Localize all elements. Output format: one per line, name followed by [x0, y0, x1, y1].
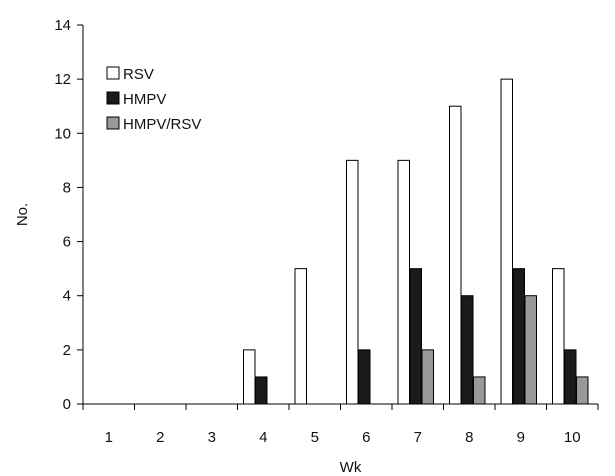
bar-rsv — [294, 268, 307, 405]
x-tick-label: 7 — [414, 429, 422, 446]
y-tick-label: 0 — [63, 396, 71, 413]
legend-swatch — [106, 66, 120, 80]
bar-rsv — [346, 159, 359, 405]
bar-hmpv-rsv — [576, 376, 589, 405]
bar-hmpv — [461, 295, 474, 405]
bar-hmpv-rsv — [473, 376, 486, 405]
legend-swatch — [106, 116, 120, 130]
y-tick-label: 14 — [54, 17, 71, 34]
x-tick-label: 3 — [208, 429, 216, 446]
bar-rsv — [500, 78, 513, 405]
y-tick-label: 8 — [63, 179, 71, 196]
bar-hmpv — [255, 376, 268, 405]
x-tick-label: 10 — [564, 429, 581, 446]
y-axis-ticks: 0 2 4 6 8 10 12 14 — [54, 17, 83, 413]
y-axis-title: No. — [14, 203, 31, 226]
x-tick-label: 8 — [465, 429, 473, 446]
legend-swatch — [106, 91, 120, 105]
x-tick-label: 2 — [156, 429, 164, 446]
x-tick-label: 1 — [105, 429, 113, 446]
y-tick-label: 10 — [54, 125, 71, 142]
bar-rsv — [552, 268, 565, 405]
y-tick-label: 6 — [63, 234, 71, 251]
x-tick-label: 4 — [259, 429, 267, 446]
bar-rsv — [449, 105, 462, 405]
bar-rsv — [397, 159, 410, 405]
legend-label: RSV — [123, 66, 154, 83]
x-tick-label: 5 — [311, 429, 319, 446]
bar-hmpv-rsv — [524, 295, 537, 405]
x-tick-label: 6 — [362, 429, 370, 446]
x-axis-ticks: 1 2 3 4 5 6 7 8 9 10 — [82, 404, 599, 446]
legend: RSV HMPV HMPV/RSV — [106, 66, 201, 133]
bar-hmpv — [512, 268, 525, 405]
y-tick-label: 12 — [54, 71, 71, 88]
bar-hmpv-rsv — [421, 349, 434, 405]
bar-hmpv — [358, 349, 371, 405]
bar-hmpv — [409, 268, 422, 405]
x-axis-title: Wk — [340, 459, 362, 476]
legend-label: HMPV — [123, 91, 166, 108]
legend-label: HMPV/RSV — [123, 116, 201, 133]
bars-layer — [243, 78, 589, 405]
y-tick-label: 4 — [63, 288, 71, 305]
x-tick-label: 9 — [517, 429, 525, 446]
bar-rsv — [243, 349, 256, 405]
y-tick-label: 2 — [63, 342, 71, 359]
bar-hmpv — [564, 349, 577, 405]
